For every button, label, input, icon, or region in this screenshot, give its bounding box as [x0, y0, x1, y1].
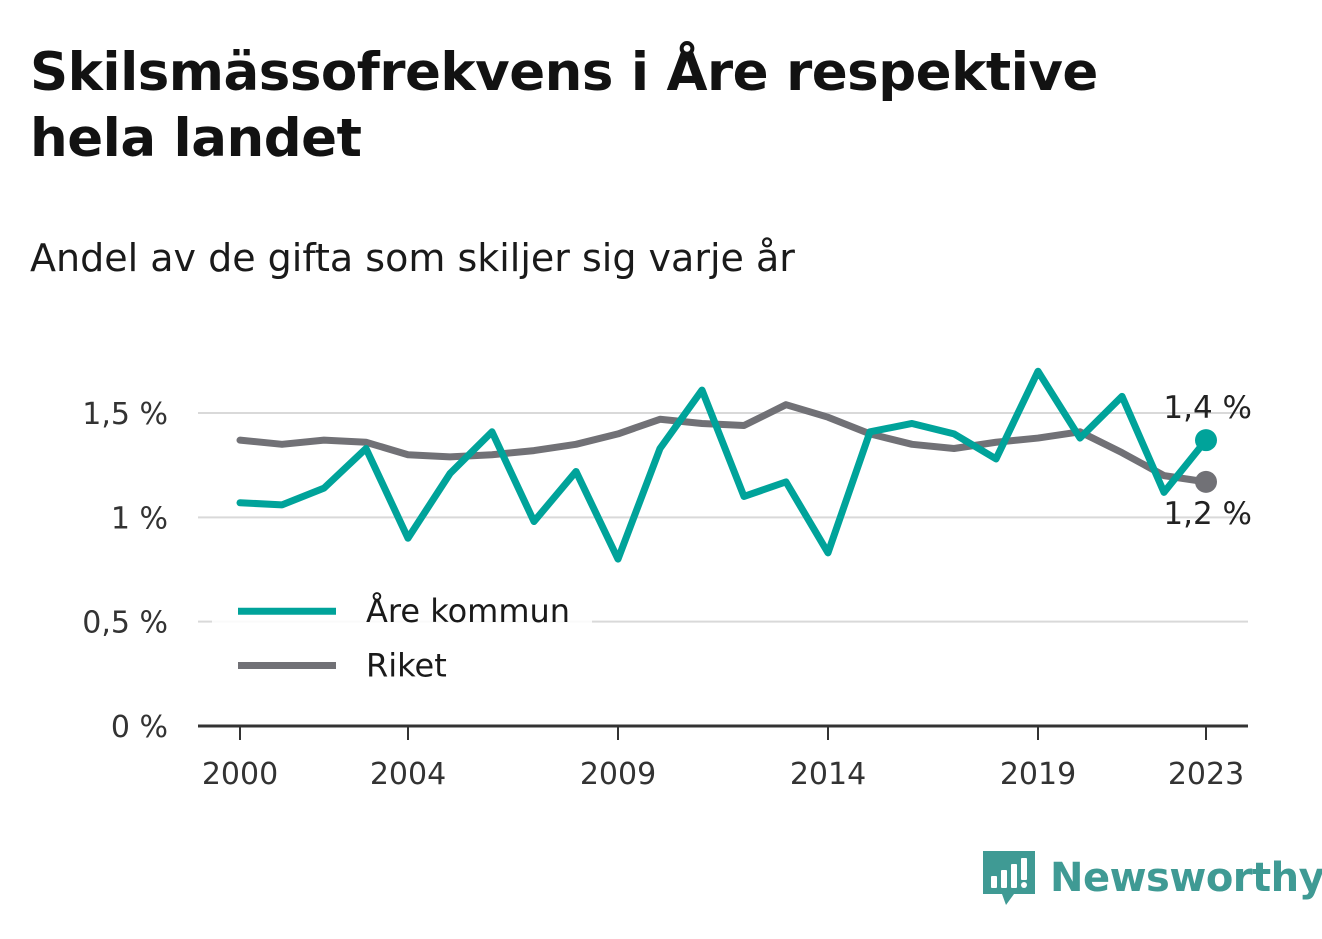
legend: Åre kommun Riket — [212, 577, 592, 684]
legend-background — [212, 577, 592, 678]
series-lines — [236, 367, 1217, 563]
end-label-riket: 1,2 % — [1163, 496, 1252, 532]
brand-name: Newsworthy — [1050, 855, 1322, 901]
series-end-point — [1195, 429, 1217, 452]
y-tick-label: 0,5 % — [82, 606, 168, 641]
legend-label: Riket — [366, 646, 447, 684]
x-tick-label: 2019 — [1000, 757, 1076, 792]
chart-subtitle: Andel av de gifta som skiljer sig varje … — [30, 236, 795, 280]
y-tick-label: 1,5 % — [82, 397, 168, 432]
x-tick-label: 2004 — [370, 757, 446, 792]
newsworthy-logo-icon — [983, 851, 1035, 905]
series-line-riket — [236, 401, 1210, 486]
y-tick-label: 1 % — [111, 501, 168, 536]
chart-title: Skilsmässofrekvens i Åre respektive hela… — [30, 42, 1098, 169]
series-line-are-kommun — [236, 367, 1210, 563]
x-axis: 2000 2004 2009 2014 2019 2023 — [198, 724, 1248, 792]
legend-label: Åre kommun — [366, 592, 570, 630]
end-labels: 1,4 % 1,2 % — [1163, 390, 1252, 532]
x-tick-label: 2009 — [580, 757, 656, 792]
x-tick-label: 2023 — [1168, 757, 1244, 792]
y-axis-ticks: 0 % 0,5 % 1 % 1,5 % — [82, 397, 168, 745]
brand: Newsworthy — [980, 848, 1322, 908]
y-tick-label: 0 % — [111, 710, 168, 745]
x-tick-label: 2000 — [202, 757, 278, 792]
end-label-are-kommun: 1,4 % — [1163, 390, 1252, 426]
series-end-point — [1195, 470, 1217, 493]
x-tick-label: 2014 — [790, 757, 866, 792]
